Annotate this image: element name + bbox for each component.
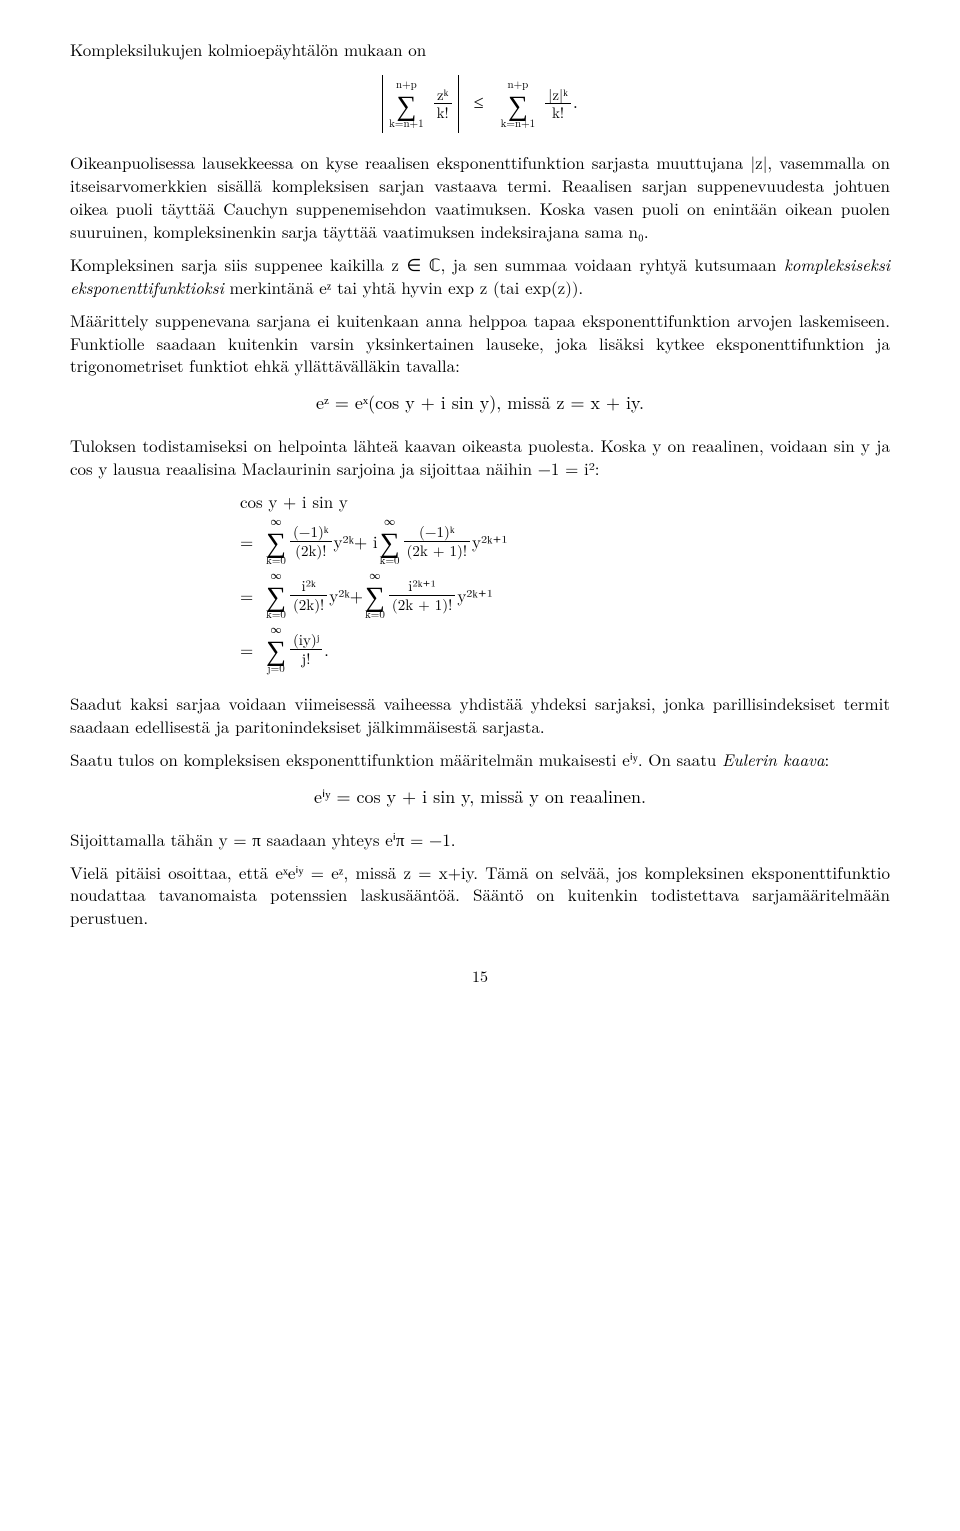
equation-triangle-inequality: n+p∑k=n+1 zᵏk! ≤ n+p∑k=n+1 |z|ᵏk!. xyxy=(70,75,890,133)
paragraph: Kompleksilukujen kolmioepäyhtälön mukaan… xyxy=(70,38,890,61)
paragraph: Saadut kaksi sarjaa voidaan viimeisessä … xyxy=(70,692,890,738)
page-number: 15 xyxy=(70,965,890,987)
equation-series-derivation: cos y + i sin y = ∞∑k=0 (−1)ᵏ(2k)! y²ᵏ +… xyxy=(70,490,890,675)
paragraph: Kompleksinen sarja siis suppenee kaikill… xyxy=(70,253,890,299)
equation-euler-formula: eⁱʸ = cos y + i sin y, missä y on reaali… xyxy=(70,785,890,809)
paragraph: Vielä pitäisi osoittaa, että eˣeⁱʸ = eᶻ,… xyxy=(70,861,890,930)
paragraph: Sijoittamalla tähän y = π saadaan yhteys… xyxy=(70,828,890,851)
equation-euler-form: eᶻ = eˣ(cos y + i sin y), missä z = x + … xyxy=(70,391,890,415)
paragraph: Oikeanpuolisessa lausekkeessa on kyse re… xyxy=(70,151,890,243)
paragraph: Määrittely suppenevana sarjana ei kuiten… xyxy=(70,309,890,378)
paragraph: Saatu tulos on kompleksisen eksponenttif… xyxy=(70,748,890,771)
paragraph: Tuloksen todistamiseksi on helpointa läh… xyxy=(70,434,890,480)
